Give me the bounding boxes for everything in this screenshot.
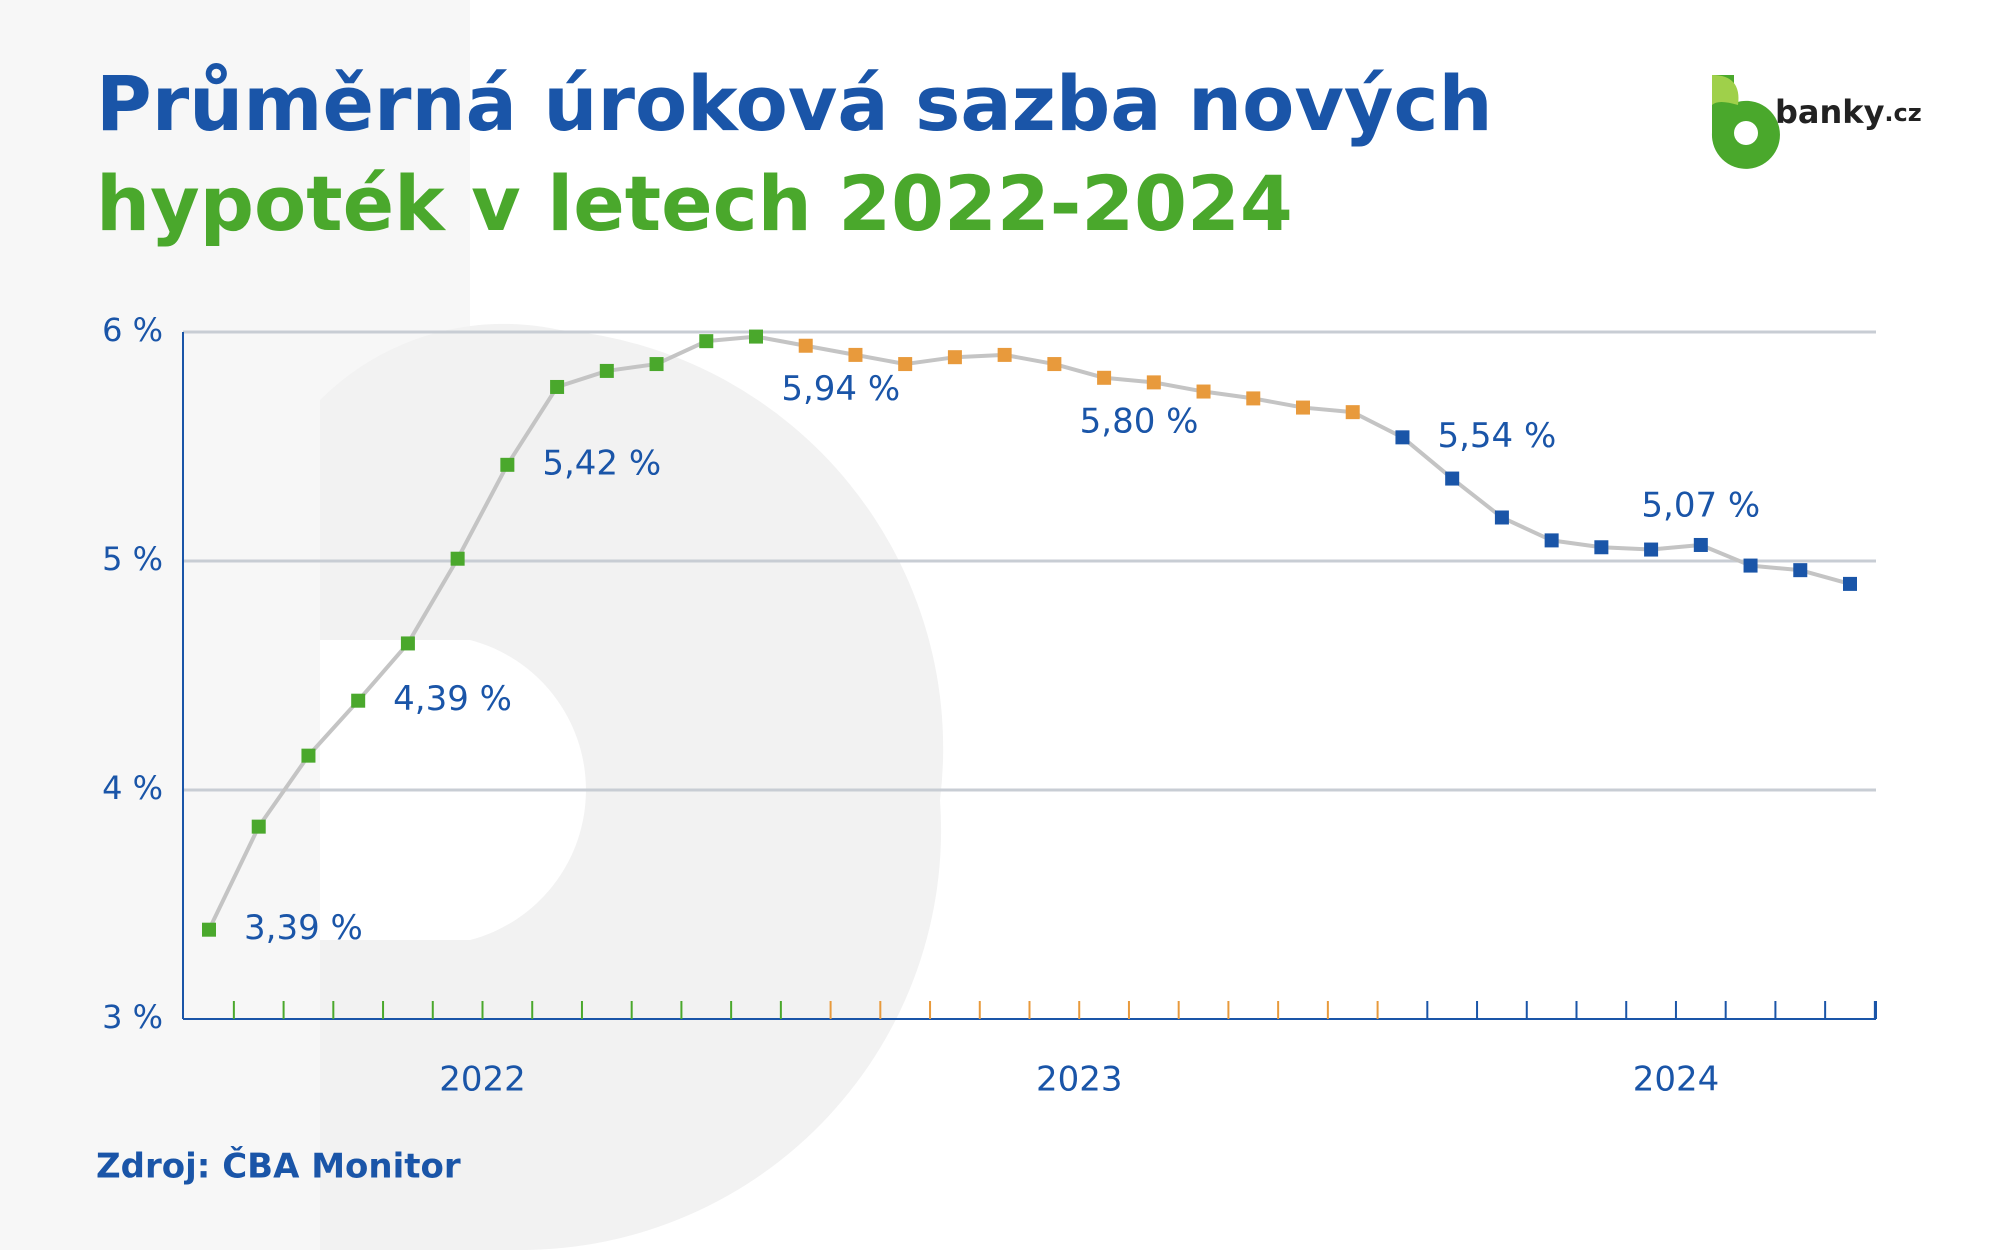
point-marker (500, 457, 515, 472)
y-tick-label: 4 % (102, 769, 163, 807)
point-marker (301, 748, 316, 763)
brand-suffix: .cz (1884, 99, 1921, 127)
point-marker (1594, 540, 1609, 555)
data-label: 5,54 % (1437, 416, 1556, 456)
point-marker (450, 551, 465, 566)
data-label: 5,94 % (781, 369, 900, 409)
point-marker (550, 379, 565, 394)
x-group-label: 2022 (439, 1060, 526, 1100)
point-marker (649, 357, 664, 372)
brand-text: banky (1775, 93, 1885, 131)
point-marker (1693, 537, 1708, 552)
data-label: 5,42 % (542, 443, 661, 483)
y-tick-label: 6 % (102, 311, 163, 349)
point-marker (351, 693, 366, 708)
point-marker (1097, 370, 1112, 385)
x-group-label: 2023 (1036, 1060, 1123, 1100)
point-marker (699, 334, 714, 349)
point-marker (1047, 357, 1062, 372)
brand-name: banky.cz (1775, 93, 1922, 131)
point-marker (947, 350, 962, 365)
point-marker (1296, 400, 1310, 415)
point-marker (251, 819, 266, 834)
chart-title: Průměrná úroková sazba nových (96, 59, 1493, 148)
line-segment (207, 334, 757, 931)
point-marker (1644, 542, 1659, 557)
data-label: 4,39 % (393, 679, 512, 719)
y-tick-label: 3 % (102, 998, 163, 1036)
chart-subtitle: hypoték v letech 2022-2024 (96, 159, 1293, 248)
point-marker (1146, 375, 1161, 390)
data-label: 3,39 % (244, 908, 363, 948)
point-marker (1544, 533, 1559, 548)
point-marker (1196, 384, 1211, 399)
point-marker (749, 329, 763, 344)
point-marker (599, 363, 614, 378)
point-marker (1843, 576, 1857, 591)
brand-logo: banky.cz (1711, 75, 1922, 169)
point-marker (997, 347, 1012, 362)
point-marker (848, 347, 863, 362)
line-segment (1351, 410, 1851, 586)
point-marker (798, 338, 813, 353)
data-label: 5,07 % (1641, 485, 1760, 525)
point-marker (400, 636, 415, 651)
point-marker (1395, 430, 1410, 445)
x-group-label: 2024 (1633, 1060, 1720, 1100)
point-marker (1246, 391, 1261, 406)
point-marker (1494, 510, 1509, 525)
point-marker (1793, 563, 1808, 578)
point-marker (898, 357, 913, 372)
point-marker (202, 922, 216, 937)
source-note: Zdroj: ČBA Monitor (96, 1146, 461, 1187)
y-tick-label: 5 % (102, 540, 163, 578)
point-marker (1743, 558, 1758, 573)
point-marker (1345, 405, 1360, 420)
point-marker (1445, 471, 1460, 486)
data-label: 5,80 % (1080, 401, 1199, 441)
